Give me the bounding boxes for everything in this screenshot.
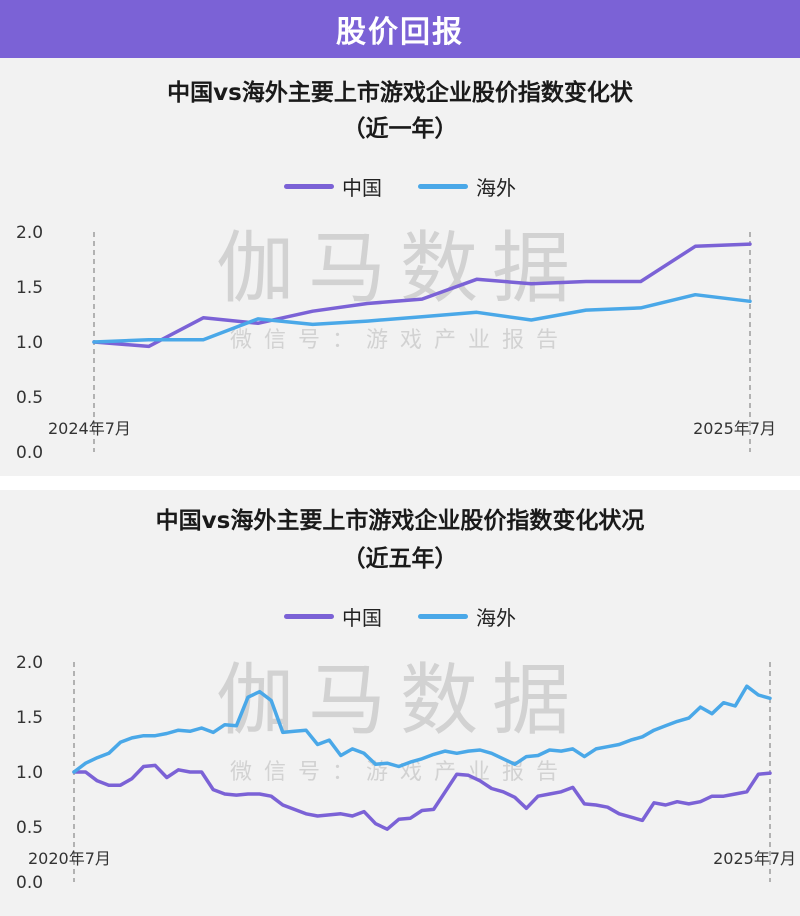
chart-title-line2: （近一年） [342, 116, 458, 142]
legend-item-overseas: 海外 [418, 172, 516, 201]
x-end-label: 2025年7月 [693, 419, 776, 438]
section-header: 股价回报 [0, 0, 800, 58]
legend-item-china: 中国 [284, 602, 382, 631]
chart-title-line1: 中国vs海外主要上市游戏企业股价指数变化状况 [155, 508, 645, 534]
chart-title-line2: （近五年） [342, 546, 458, 572]
y-tick-label: 0.0 [16, 443, 43, 463]
y-tick-label: 2.0 [16, 653, 43, 673]
legend-swatch-china [284, 184, 334, 189]
line-chart-five-year: 0.0 0.5 1.0 1.5 2.0 2020年7月 2025年7月 [16, 653, 796, 893]
series-line-china [92, 242, 752, 349]
legend-label-overseas: 海外 [476, 606, 516, 630]
legend-label-overseas: 海外 [476, 176, 516, 200]
chart-legend: 中国 海外 [0, 172, 800, 201]
y-tick-label: 1.5 [16, 278, 43, 298]
legend-swatch-overseas [418, 614, 468, 619]
y-tick-label: 2.0 [16, 223, 43, 243]
y-tick-label: 0.5 [16, 388, 43, 408]
legend-label-china: 中国 [342, 176, 382, 200]
line-chart-one-year: 0.0 0.5 1.0 1.5 2.0 2024年7月 2025年7月 [16, 223, 776, 463]
legend-swatch-overseas [418, 184, 468, 189]
section-title: 股价回报 [336, 15, 464, 50]
y-tick-label: 1.0 [16, 333, 43, 353]
chart-legend: 中国 海外 [0, 602, 800, 631]
series-line-china [72, 763, 772, 831]
y-tick-label: 0.5 [16, 818, 43, 838]
legend-item-overseas: 海外 [418, 602, 516, 631]
legend-item-china: 中国 [284, 172, 382, 201]
y-tick-label: 0.0 [16, 873, 43, 893]
series-line-overseas [92, 292, 752, 344]
chart-panel-one-year: 中国vs海外主要上市游戏企业股价指数变化状 （近一年） 中国 海外 伽马数据 微… [0, 58, 800, 476]
y-tick-label: 1.5 [16, 708, 43, 728]
y-tick-label: 1.0 [16, 763, 43, 783]
chart-title-line1: 中国vs海外主要上市游戏企业股价指数变化状 [167, 80, 633, 106]
chart-panel-five-year: 中国vs海外主要上市游戏企业股价指数变化状况 （近五年） 中国 海外 伽马数据 … [0, 490, 800, 916]
x-end-label: 2025年7月 [713, 849, 796, 868]
legend-swatch-china [284, 614, 334, 619]
legend-label-china: 中国 [342, 606, 382, 630]
series-line-overseas [72, 684, 772, 774]
x-start-label: 2020年7月 [28, 849, 111, 868]
x-start-label: 2024年7月 [48, 419, 131, 438]
